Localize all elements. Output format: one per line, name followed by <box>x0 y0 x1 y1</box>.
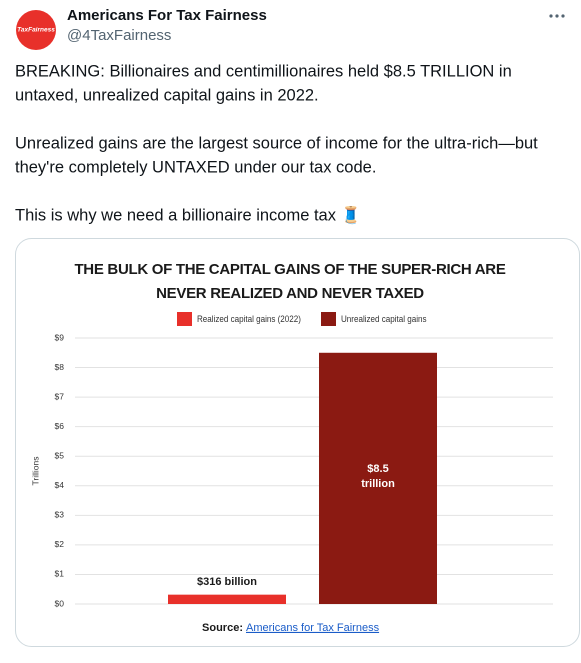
tweet-text-line: untaxed, unrealized capital gains in 202… <box>15 86 319 104</box>
y-tick-label: $4 <box>55 480 65 490</box>
tweet-text-line: This is why we need a billionaire income… <box>15 205 361 225</box>
y-axis-label: Trillions <box>30 457 40 486</box>
avatar[interactable] <box>16 10 56 50</box>
legend-swatch <box>321 312 336 326</box>
value-label: $316 billion <box>197 575 257 588</box>
bar <box>168 594 286 604</box>
value-label-box: $316 billion <box>197 575 257 588</box>
value-label: $8.5 trillion <box>361 463 395 491</box>
legend-label: Realized capital gains (2022) <box>197 313 301 324</box>
y-tick-label: $9 <box>55 332 65 342</box>
bar <box>319 352 437 604</box>
y-tick-label: $5 <box>55 450 65 460</box>
y-tick-label: $2 <box>55 539 65 549</box>
y-tick-label: $3 <box>55 510 65 520</box>
y-tick-label: $7 <box>55 391 65 401</box>
author-name[interactable]: Americans For Tax Fairness <box>67 7 267 24</box>
value-label-box: $8.5 trillion <box>361 463 395 491</box>
legend-label: Unrealized capital gains <box>341 313 427 324</box>
y-tick-label: $8 <box>55 362 65 372</box>
y-tick-label: $0 <box>55 598 65 608</box>
y-tick-label: $6 <box>55 421 65 431</box>
source-label: Source: <box>202 622 243 634</box>
y-tick-label: $1 <box>55 569 65 579</box>
tweet-text-line: Unrealized gains are the largest source … <box>15 134 538 152</box>
avatar-label: TaxFairness <box>17 27 55 34</box>
chart-title-box: THE BULK OF THE CAPITAL GAINS OF THE SUP… <box>74 261 506 302</box>
source-link[interactable]: Americans for Tax Fairness <box>246 622 380 634</box>
tweet-text-line: BREAKING: Billionaires and centimilliona… <box>15 62 512 80</box>
tweet-text-line: they're completely UNTAXED under our tax… <box>15 158 376 176</box>
more-menu[interactable] <box>549 14 565 18</box>
chart-title: THE BULK OF THE CAPITAL GAINS OF THE SUP… <box>74 261 506 302</box>
author-handle[interactable]: @4TaxFairness <box>67 27 171 44</box>
legend-swatch <box>177 312 192 326</box>
